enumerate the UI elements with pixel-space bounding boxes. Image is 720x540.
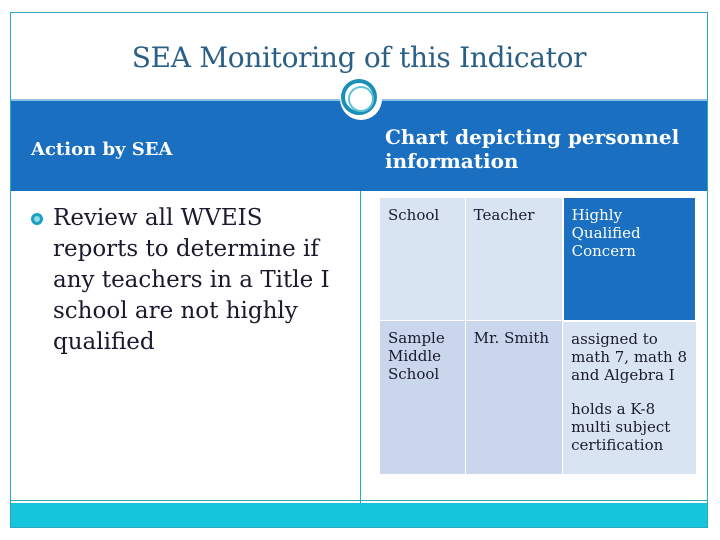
- footer-band: [11, 503, 707, 527]
- concern-line: assigned to math 7, math 8 and Algebra I: [571, 329, 687, 384]
- cell-school: Sample Middle School: [379, 320, 466, 475]
- slide-title: SEA Monitoring of this Indicator: [131, 41, 587, 74]
- bullet-text: Review all WVEIS reports to determine if…: [53, 205, 330, 355]
- cell-concern: assigned to math 7, math 8 and Algebra I…: [562, 320, 697, 475]
- action-list: Review all WVEIS reports to determine if…: [29, 203, 349, 358]
- cell-teacher: Mr. Smith: [464, 320, 564, 475]
- list-item: Review all WVEIS reports to determine if…: [29, 203, 349, 358]
- slide: SEA Monitoring of this Indicator Action …: [10, 12, 708, 528]
- ring-ornament-icon: [341, 79, 379, 117]
- header-teacher: Teacher: [464, 195, 564, 321]
- header-school: School: [379, 195, 466, 321]
- column-divider: [360, 191, 361, 503]
- table-row: Sample Middle School Mr. Smith assigned …: [379, 320, 697, 475]
- personnel-table: School Teacher Highly Qualified Concern …: [379, 195, 698, 475]
- left-column-heading: Action by SEA: [31, 139, 173, 160]
- table-header-row: School Teacher Highly Qualified Concern: [379, 195, 698, 322]
- footer-divider: [11, 500, 707, 501]
- concern-line: holds a K-8 multi subject certification: [571, 399, 671, 454]
- bullet-icon: [31, 213, 43, 225]
- right-column-heading: Chart depicting personnel information: [385, 125, 680, 173]
- header-concern: Highly Qualified Concern: [561, 195, 698, 322]
